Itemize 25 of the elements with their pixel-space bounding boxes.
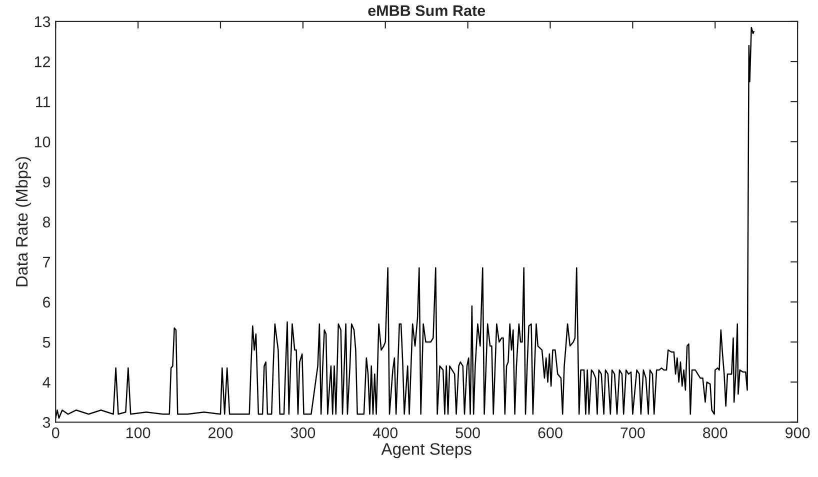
y-axis-title: Data Rate (Mbps) — [15, 157, 31, 286]
x-tick-label: 100 — [126, 427, 150, 438]
x-tick-label: 500 — [456, 427, 480, 438]
y-tick-label: 4 — [42, 377, 50, 388]
y-tick-label: 6 — [43, 296, 50, 308]
y-tick-label: 7 — [43, 256, 50, 268]
x-tick-label: 900 — [786, 427, 810, 438]
y-tick-label: 12 — [34, 56, 50, 68]
x-tick-label: 300 — [290, 427, 316, 438]
y-tick-label: 8 — [42, 216, 50, 228]
y-tick-label: 9 — [42, 176, 50, 188]
x-tick-label: 800 — [703, 427, 728, 438]
x-tick-label: 700 — [620, 427, 645, 438]
x-tick-label: 200 — [208, 427, 233, 438]
y-tick-label: 5 — [42, 337, 50, 348]
y-tick-label: 13 — [34, 16, 50, 28]
x-tick-label: 400 — [372, 427, 398, 438]
y-tick-label: 11 — [36, 96, 50, 108]
x-tick-label: 600 — [538, 427, 562, 438]
x-tick-label: 0 — [52, 427, 60, 438]
chart-title: eMBB Sum Rate — [368, 5, 486, 16]
y-tick-label: 10 — [34, 136, 50, 148]
line-series — [56, 26, 754, 419]
x-axis-title: Agent Steps — [381, 443, 472, 458]
y-tick-label: 3 — [42, 417, 50, 428]
